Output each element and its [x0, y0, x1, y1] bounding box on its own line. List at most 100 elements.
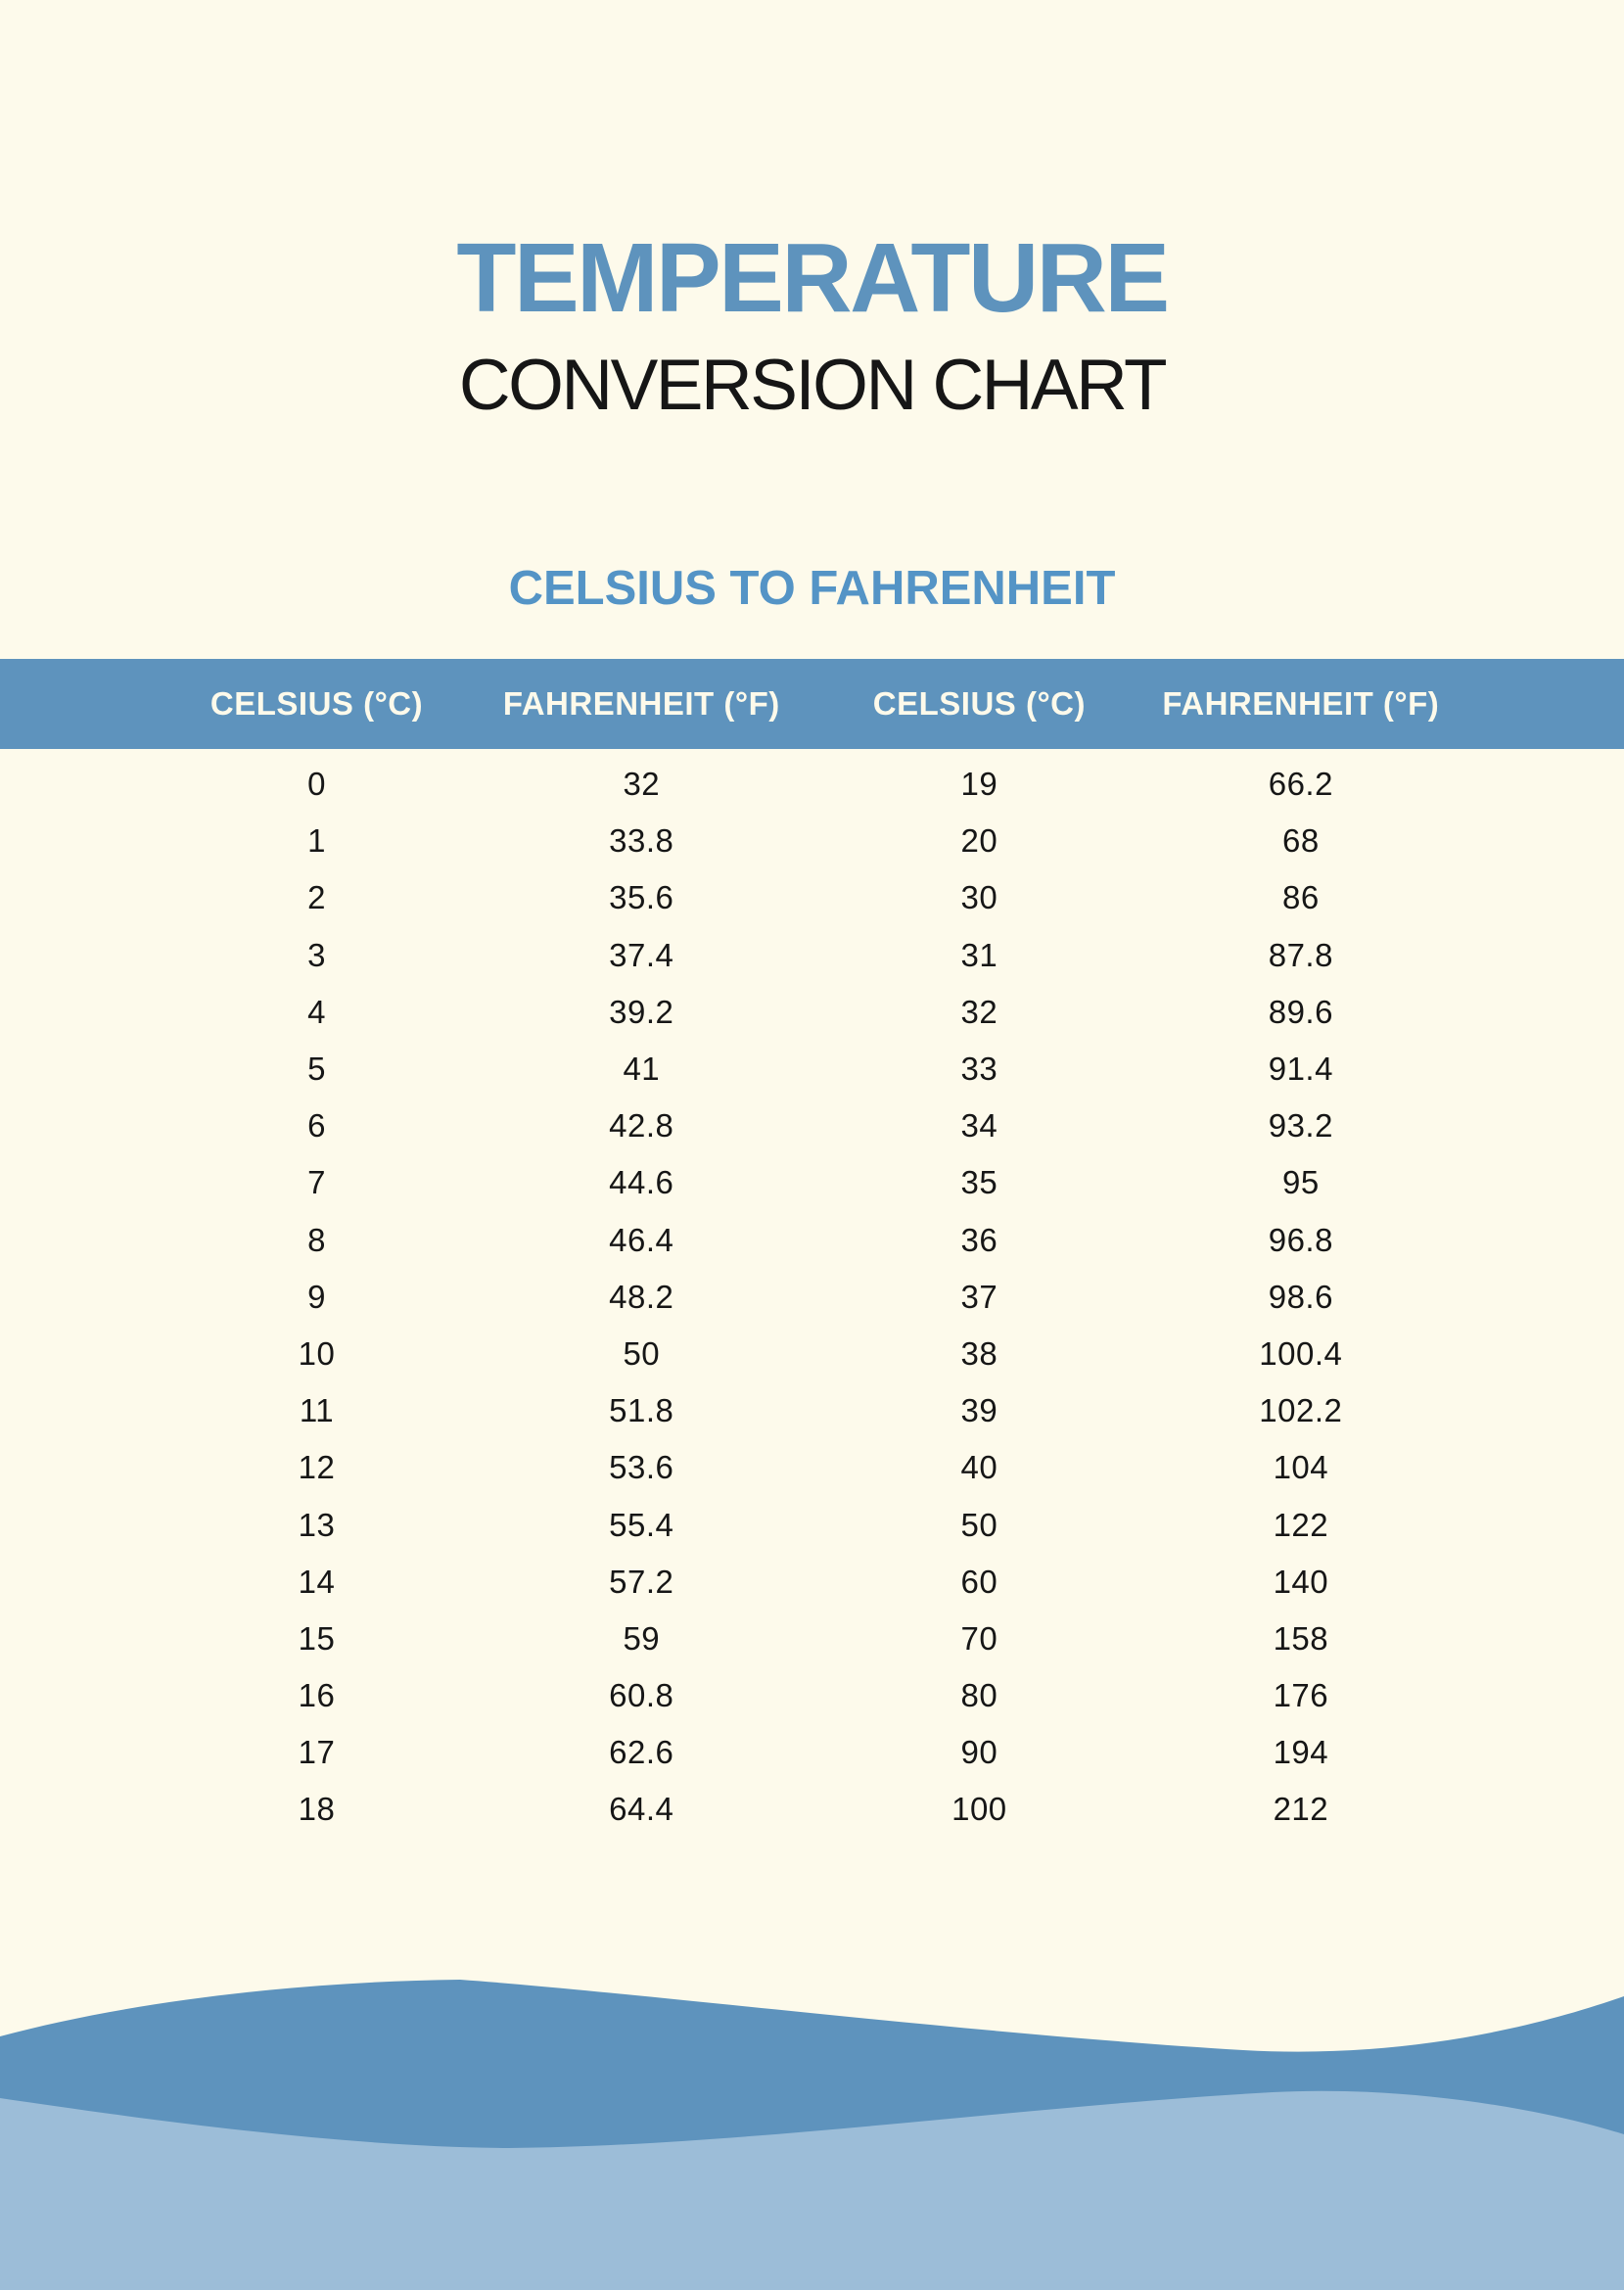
table-cell: 9 [307, 1278, 326, 1315]
table-cell: 44.6 [609, 1164, 674, 1201]
table-cell: 19 [960, 766, 998, 803]
table-cell: 66.2 [1268, 766, 1333, 803]
table-row: 7 44.6 35 95 [0, 1154, 1624, 1211]
table-cell: 89.6 [1268, 993, 1333, 1030]
table-cell: 60 [960, 1563, 998, 1600]
table-header-row: CELSIUS (°C) FAHRENHEIT (°F) CELSIUS (°C… [0, 659, 1624, 749]
table-cell: 36 [960, 1221, 998, 1258]
table-row: 0 32 19 66.2 [0, 756, 1624, 813]
table-cell: 80 [960, 1677, 998, 1714]
table-cell: 8 [307, 1221, 326, 1258]
table-cell: 60.8 [609, 1677, 674, 1714]
table-cell: 46.4 [609, 1221, 674, 1258]
table-cell: 7 [307, 1164, 326, 1201]
table-row: 12 53.6 40 104 [0, 1439, 1624, 1496]
table-cell: 40 [960, 1449, 998, 1486]
table-cell: 93.2 [1268, 1107, 1333, 1145]
table-cell: 17 [298, 1734, 336, 1771]
table-cell: 104 [1273, 1449, 1329, 1486]
table-cell: 50 [960, 1506, 998, 1543]
table-cell: 3 [307, 936, 326, 973]
table-cell: 42.8 [609, 1107, 674, 1145]
table-cell: 158 [1273, 1619, 1329, 1657]
table-cell: 86 [1281, 879, 1320, 916]
table-row: 13 55.4 50 122 [0, 1496, 1624, 1553]
table-cell: 33 [960, 1051, 998, 1088]
wave-light [0, 2090, 1624, 2290]
table-cell: 6 [307, 1107, 326, 1145]
table-cell: 35.6 [609, 879, 674, 916]
page-title: TEMPERATURE [456, 223, 1170, 333]
table-row: 15 59 70 158 [0, 1611, 1624, 1667]
table-cell: 48.2 [609, 1278, 674, 1315]
table-cell: 14 [298, 1563, 336, 1600]
table-cell: 64.4 [609, 1791, 674, 1828]
table-row: 16 60.8 80 176 [0, 1667, 1624, 1724]
table-cell: 51.8 [609, 1392, 674, 1429]
table-row: 1 33.8 20 68 [0, 813, 1624, 869]
table-cell: 62.6 [609, 1734, 674, 1771]
table-cell: 35 [960, 1164, 998, 1201]
table-cell: 30 [960, 879, 998, 916]
table-row: 8 46.4 36 96.8 [0, 1212, 1624, 1269]
table-cell: 53.6 [609, 1449, 674, 1486]
table-cell: 37.4 [609, 936, 674, 973]
table-cell: 4 [307, 993, 326, 1030]
table-row: 3 37.4 31 87.8 [0, 927, 1624, 984]
table-cell: 33.8 [609, 822, 674, 860]
column-header-celsius-2: CELSIUS (°C) [872, 685, 1086, 722]
table-cell: 32 [623, 766, 661, 803]
table-cell: 50 [623, 1334, 661, 1372]
page-title-line2: CONVERSION CHART [458, 346, 1168, 425]
table-row: 5 41 33 91.4 [0, 1041, 1624, 1098]
table-cell: 13 [298, 1506, 336, 1543]
section-title: CELSIUS TO FAHRENHEIT [508, 562, 1116, 615]
table-cell: 100.4 [1259, 1334, 1343, 1372]
table-cell: 15 [298, 1619, 336, 1657]
table-cell: 70 [960, 1619, 998, 1657]
table-cell: 32 [960, 993, 998, 1030]
table-cell: 1 [307, 822, 326, 860]
table-cell: 41 [623, 1051, 661, 1088]
column-header-celsius-1: CELSIUS (°C) [209, 685, 424, 722]
table-cell: 122 [1273, 1506, 1329, 1543]
table-cell: 140 [1273, 1563, 1329, 1600]
table-row: 2 35.6 30 86 [0, 869, 1624, 926]
table-cell: 11 [299, 1392, 335, 1429]
table-cell: 91.4 [1268, 1051, 1333, 1088]
table-row: 6 42.8 34 93.2 [0, 1098, 1624, 1154]
table-row: 18 64.4 100 212 [0, 1781, 1624, 1838]
table-cell: 39.2 [609, 993, 674, 1030]
table-cell: 39 [960, 1392, 998, 1429]
table-cell: 20 [960, 822, 998, 860]
table-body: 0 32 19 66.2 1 33.8 20 68 2 35.6 30 86 3… [0, 756, 1624, 1839]
table-cell: 87.8 [1268, 936, 1333, 973]
table-cell: 95 [1281, 1164, 1320, 1201]
table-cell: 5 [307, 1051, 326, 1088]
table-cell: 59 [623, 1619, 661, 1657]
table-row: 17 62.6 90 194 [0, 1724, 1624, 1781]
table-row: 10 50 38 100.4 [0, 1326, 1624, 1382]
table-row: 11 51.8 39 102.2 [0, 1382, 1624, 1439]
table-cell: 102.2 [1259, 1392, 1343, 1429]
table-cell: 55.4 [609, 1506, 674, 1543]
table-cell: 16 [298, 1677, 336, 1714]
column-header-fahrenheit-2: FAHRENHEIT (°F) [1162, 685, 1440, 722]
table-cell: 100 [951, 1791, 1007, 1828]
table-cell: 0 [307, 766, 326, 803]
table-cell: 18 [298, 1791, 336, 1828]
column-header-fahrenheit-1: FAHRENHEIT (°F) [502, 685, 780, 722]
table-cell: 96.8 [1268, 1221, 1333, 1258]
table-cell: 194 [1273, 1734, 1329, 1771]
table-cell: 98.6 [1268, 1278, 1333, 1315]
table-cell: 212 [1273, 1791, 1329, 1828]
table-cell: 10 [298, 1334, 336, 1372]
table-cell: 2 [307, 879, 326, 916]
table-row: 4 39.2 32 89.6 [0, 984, 1624, 1041]
table-cell: 31 [960, 936, 998, 973]
table-cell: 90 [960, 1734, 998, 1771]
footer-wave [0, 1980, 1624, 2290]
table-cell: 176 [1273, 1677, 1329, 1714]
table-cell: 68 [1281, 822, 1320, 860]
